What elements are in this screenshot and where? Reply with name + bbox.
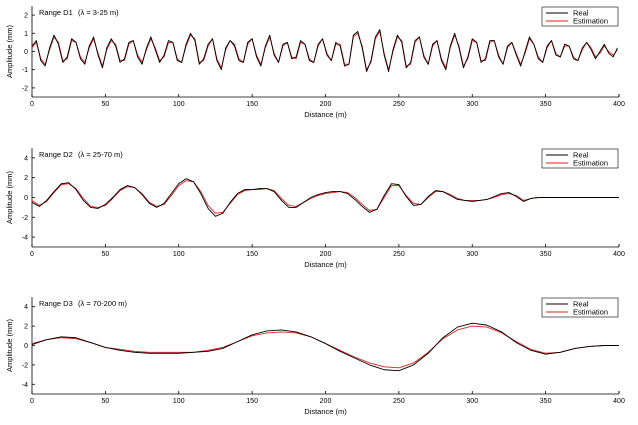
- x-tick-label: 150: [246, 398, 258, 405]
- x-tick-label: 100: [173, 251, 185, 258]
- y-tick-label: 0: [24, 49, 28, 56]
- y-tick-label: 0: [24, 195, 28, 202]
- x-tick-label: 100: [173, 101, 185, 108]
- x-tick-label: 350: [540, 251, 552, 258]
- wavelength-label: (λ = 25-70 m): [78, 150, 123, 159]
- x-tick-label: 0: [30, 251, 34, 258]
- y-axis-title: Amplitude (mm): [5, 171, 14, 224]
- series-line-real: [31, 322, 619, 372]
- legend-label: Real: [573, 9, 589, 18]
- x-tick-label: 350: [540, 101, 552, 108]
- x-tick-label: 300: [466, 101, 478, 108]
- chart-panel-1: 0 50 100 150 200 250 300 350 400 -2 -1 0 1 2 Distance …: [5, 6, 625, 119]
- x-axis-title: Distance (m): [304, 260, 347, 269]
- x-tick-label: 300: [466, 251, 478, 258]
- y-tick-label: -1: [22, 67, 28, 74]
- y-tick-label: 2: [24, 324, 28, 331]
- x-tick-label: 100: [173, 398, 185, 405]
- legend-label: Real: [573, 300, 589, 309]
- x-axis-title: Distance (m): [304, 110, 347, 119]
- panel-label: Range D2: [39, 150, 73, 159]
- series-line-estimation: [31, 180, 619, 214]
- x-tick-label: 350: [540, 398, 552, 405]
- x-tick-label: 0: [30, 398, 34, 405]
- legend-label: Estimation: [573, 159, 608, 168]
- y-tick-label: 4: [24, 304, 28, 311]
- x-tick-label: 200: [320, 398, 332, 405]
- x-tick-label: 250: [393, 251, 405, 258]
- series-line-real: [31, 178, 619, 217]
- x-tick-label: 400: [613, 251, 625, 258]
- x-tick-label: 200: [320, 251, 332, 258]
- chart-panel-2: 0 50 100 150 200 250 300 350 400 -4 -2 0 2 4 Distance …: [5, 148, 625, 269]
- y-tick-label: 0: [24, 343, 28, 350]
- x-tick-label: 250: [393, 101, 405, 108]
- y-tick-label: 4: [24, 155, 28, 162]
- y-axis-title: Amplitude (mm): [5, 319, 14, 372]
- x-tick-label: 400: [613, 101, 625, 108]
- x-tick-label: 150: [246, 101, 258, 108]
- y-axis-title: Amplitude (mm): [5, 25, 14, 78]
- chart-panel-3: 0 50 100 150 200 250 300 350 400 -4 -2 0 2 4 Distance …: [5, 297, 625, 416]
- y-tick-label: -4: [22, 382, 28, 389]
- y-tick-label: 1: [24, 31, 28, 38]
- series-line-estimation: [31, 325, 619, 369]
- x-axis-title: Distance (m): [304, 407, 347, 416]
- series-line-real: [31, 29, 618, 72]
- x-tick-label: 50: [101, 101, 109, 108]
- y-tick-label: -2: [22, 215, 28, 222]
- panel-label: Range D1: [39, 8, 73, 17]
- y-tick-label: -2: [22, 85, 28, 92]
- y-tick-label: -4: [22, 235, 28, 242]
- wavelength-label: (λ = 3-25 m): [78, 8, 119, 17]
- x-tick-label: 50: [101, 251, 109, 258]
- wavelength-label: (λ = 70-200 m): [78, 299, 127, 308]
- y-tick-label: 2: [24, 13, 28, 20]
- y-tick-label: -2: [22, 362, 28, 369]
- x-tick-label: 300: [466, 398, 478, 405]
- legend-label: Real: [573, 151, 589, 160]
- x-tick-label: 50: [101, 398, 109, 405]
- legend-label: Estimation: [573, 308, 608, 317]
- x-tick-label: 200: [320, 101, 332, 108]
- x-tick-label: 0: [30, 101, 34, 108]
- x-tick-label: 400: [613, 398, 625, 405]
- x-tick-label: 150: [246, 251, 258, 258]
- x-tick-label: 250: [393, 398, 405, 405]
- panel-label: Range D3: [39, 299, 73, 308]
- y-tick-label: 2: [24, 175, 28, 182]
- legend-label: Estimation: [573, 17, 608, 26]
